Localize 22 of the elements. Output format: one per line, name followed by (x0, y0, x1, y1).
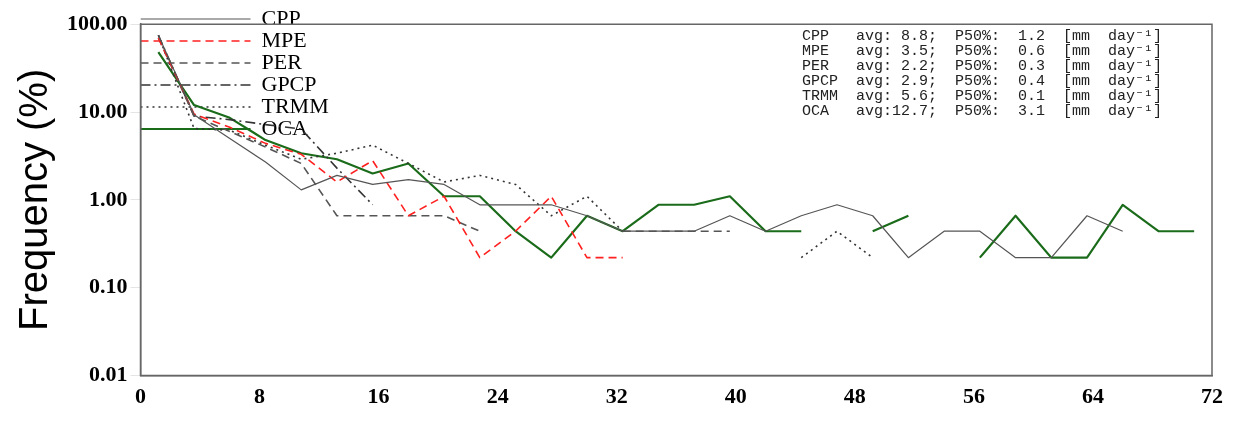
annotation: TRMM avg: 5.6; P50%: 0.1 [mm day⁻¹] (801, 88, 1162, 106)
annotation: PER avg: 2.2; P50%: 0.3 [mm day⁻¹] (801, 58, 1162, 76)
x-tick-label: 48 (843, 383, 866, 409)
y-tick-label: 0.01 (89, 361, 128, 387)
x-tick-label: 32 (605, 383, 628, 409)
y-tick-label: 10.00 (78, 97, 128, 123)
annotation: GPCP avg: 2.9; P50%: 0.4 [mm day⁻¹] (801, 73, 1162, 91)
x-tick-label: 56 (962, 383, 985, 409)
x-tick-label: 24 (486, 383, 509, 409)
x-tick-label: 40 (724, 383, 747, 409)
annotation: MPE avg: 3.5; P50%: 0.6 [mm day⁻¹] (801, 43, 1162, 61)
annotation: CPP avg: 8.8; P50%: 1.2 [mm day⁻¹] (801, 28, 1162, 46)
x-tick-label: 16 (367, 383, 390, 409)
annotation: OCA avg:12.7; P50%: 3.1 [mm day⁻¹] (801, 103, 1162, 121)
x-tick-label: 0 (135, 383, 146, 409)
y-axis-title: Frequency (%) (11, 68, 56, 332)
x-tick-label: 64 (1081, 383, 1104, 409)
x-tick-label: 8 (254, 383, 266, 409)
y-tick-label: 1.00 (89, 185, 128, 211)
x-tick-label: 72 (1201, 383, 1223, 409)
y-tick-label: 0.10 (89, 273, 128, 299)
y-tick-label: 100.00 (67, 9, 128, 35)
